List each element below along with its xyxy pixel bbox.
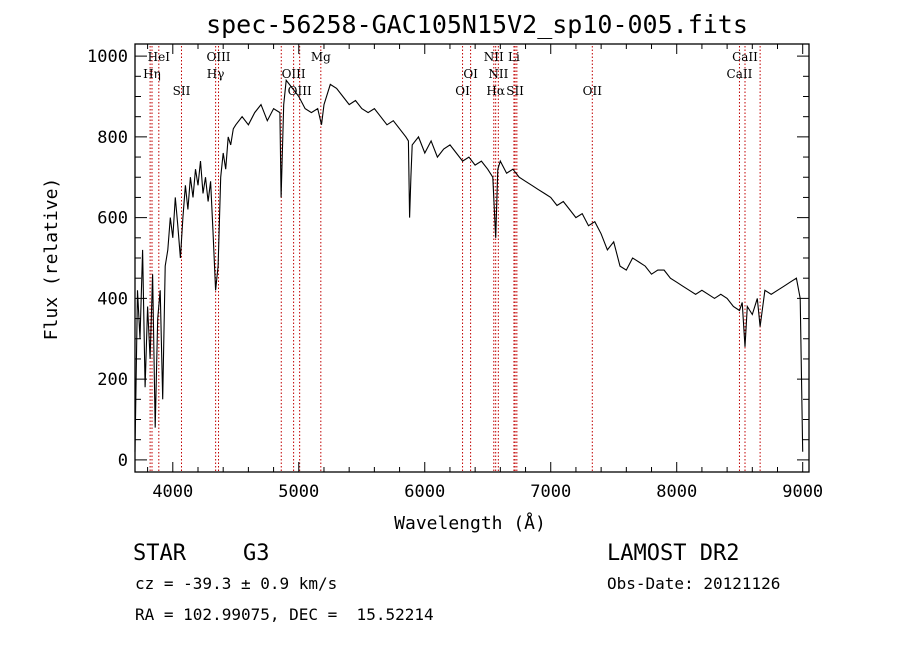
- object-class: STAR: [133, 541, 186, 566]
- line-marker-label: OIII: [288, 84, 312, 98]
- x-tick-label: 4000: [152, 482, 193, 502]
- line-marker-label: CaII: [727, 67, 753, 81]
- chart-title: spec-56258-GAC105N15V2_sp10-005.fits: [206, 10, 748, 39]
- y-tick-label: 200: [97, 370, 128, 390]
- x-tick-label: 9000: [782, 482, 823, 502]
- line-marker-label: Hη: [143, 67, 161, 81]
- x-tick-label: 5000: [278, 482, 319, 502]
- y-tick-label: 400: [97, 289, 128, 309]
- obs-date-text: Obs-Date: 20121126: [607, 574, 781, 593]
- line-marker-label: Li: [508, 50, 520, 64]
- line-marker-label: OI: [463, 67, 478, 81]
- redshift-text: cz = -39.3 ± 0.9 km/s: [135, 574, 338, 593]
- line-marker-label: NII: [488, 67, 508, 81]
- object-subclass: G3: [243, 541, 270, 566]
- line-marker-label: CaII: [732, 50, 758, 64]
- line-marker-label: OIII: [206, 50, 230, 64]
- line-marker-label: HeI: [148, 50, 171, 64]
- line-marker-label: OII: [583, 84, 603, 98]
- line-marker-label: NII: [484, 50, 504, 64]
- x-tick-label: 6000: [404, 482, 445, 502]
- line-marker-label: SII: [506, 84, 524, 98]
- plot-frame: [134, 43, 810, 473]
- spectrum-line: [134, 78, 804, 452]
- line-marker-label: OI: [455, 84, 470, 98]
- coordinates-text: RA = 102.99075, DEC = 15.52214: [135, 605, 434, 624]
- line-marker-label: SII: [173, 84, 191, 98]
- x-tick-label: 8000: [656, 482, 697, 502]
- y-tick-label: 1000: [87, 47, 128, 67]
- line-marker-label: Mg: [311, 50, 331, 64]
- line-marker-label: OIII: [282, 67, 306, 81]
- y-axis-label: Flux (relative): [41, 178, 62, 341]
- line-marker-label: Hγ: [207, 67, 225, 81]
- x-tick-label: 7000: [530, 482, 571, 502]
- axis-ticks: 4000 5000 6000 7000 8000 9000 0 200 400 600 800 100…: [87, 44, 823, 502]
- y-tick-label: 800: [97, 128, 128, 148]
- survey-name: LAMOST DR2: [607, 541, 740, 566]
- y-tick-label: 0: [118, 451, 128, 471]
- x-axis-label: Wavelength (Å): [394, 512, 546, 534]
- line-marker-label: Hα: [486, 84, 505, 98]
- y-tick-label: 600: [97, 209, 128, 229]
